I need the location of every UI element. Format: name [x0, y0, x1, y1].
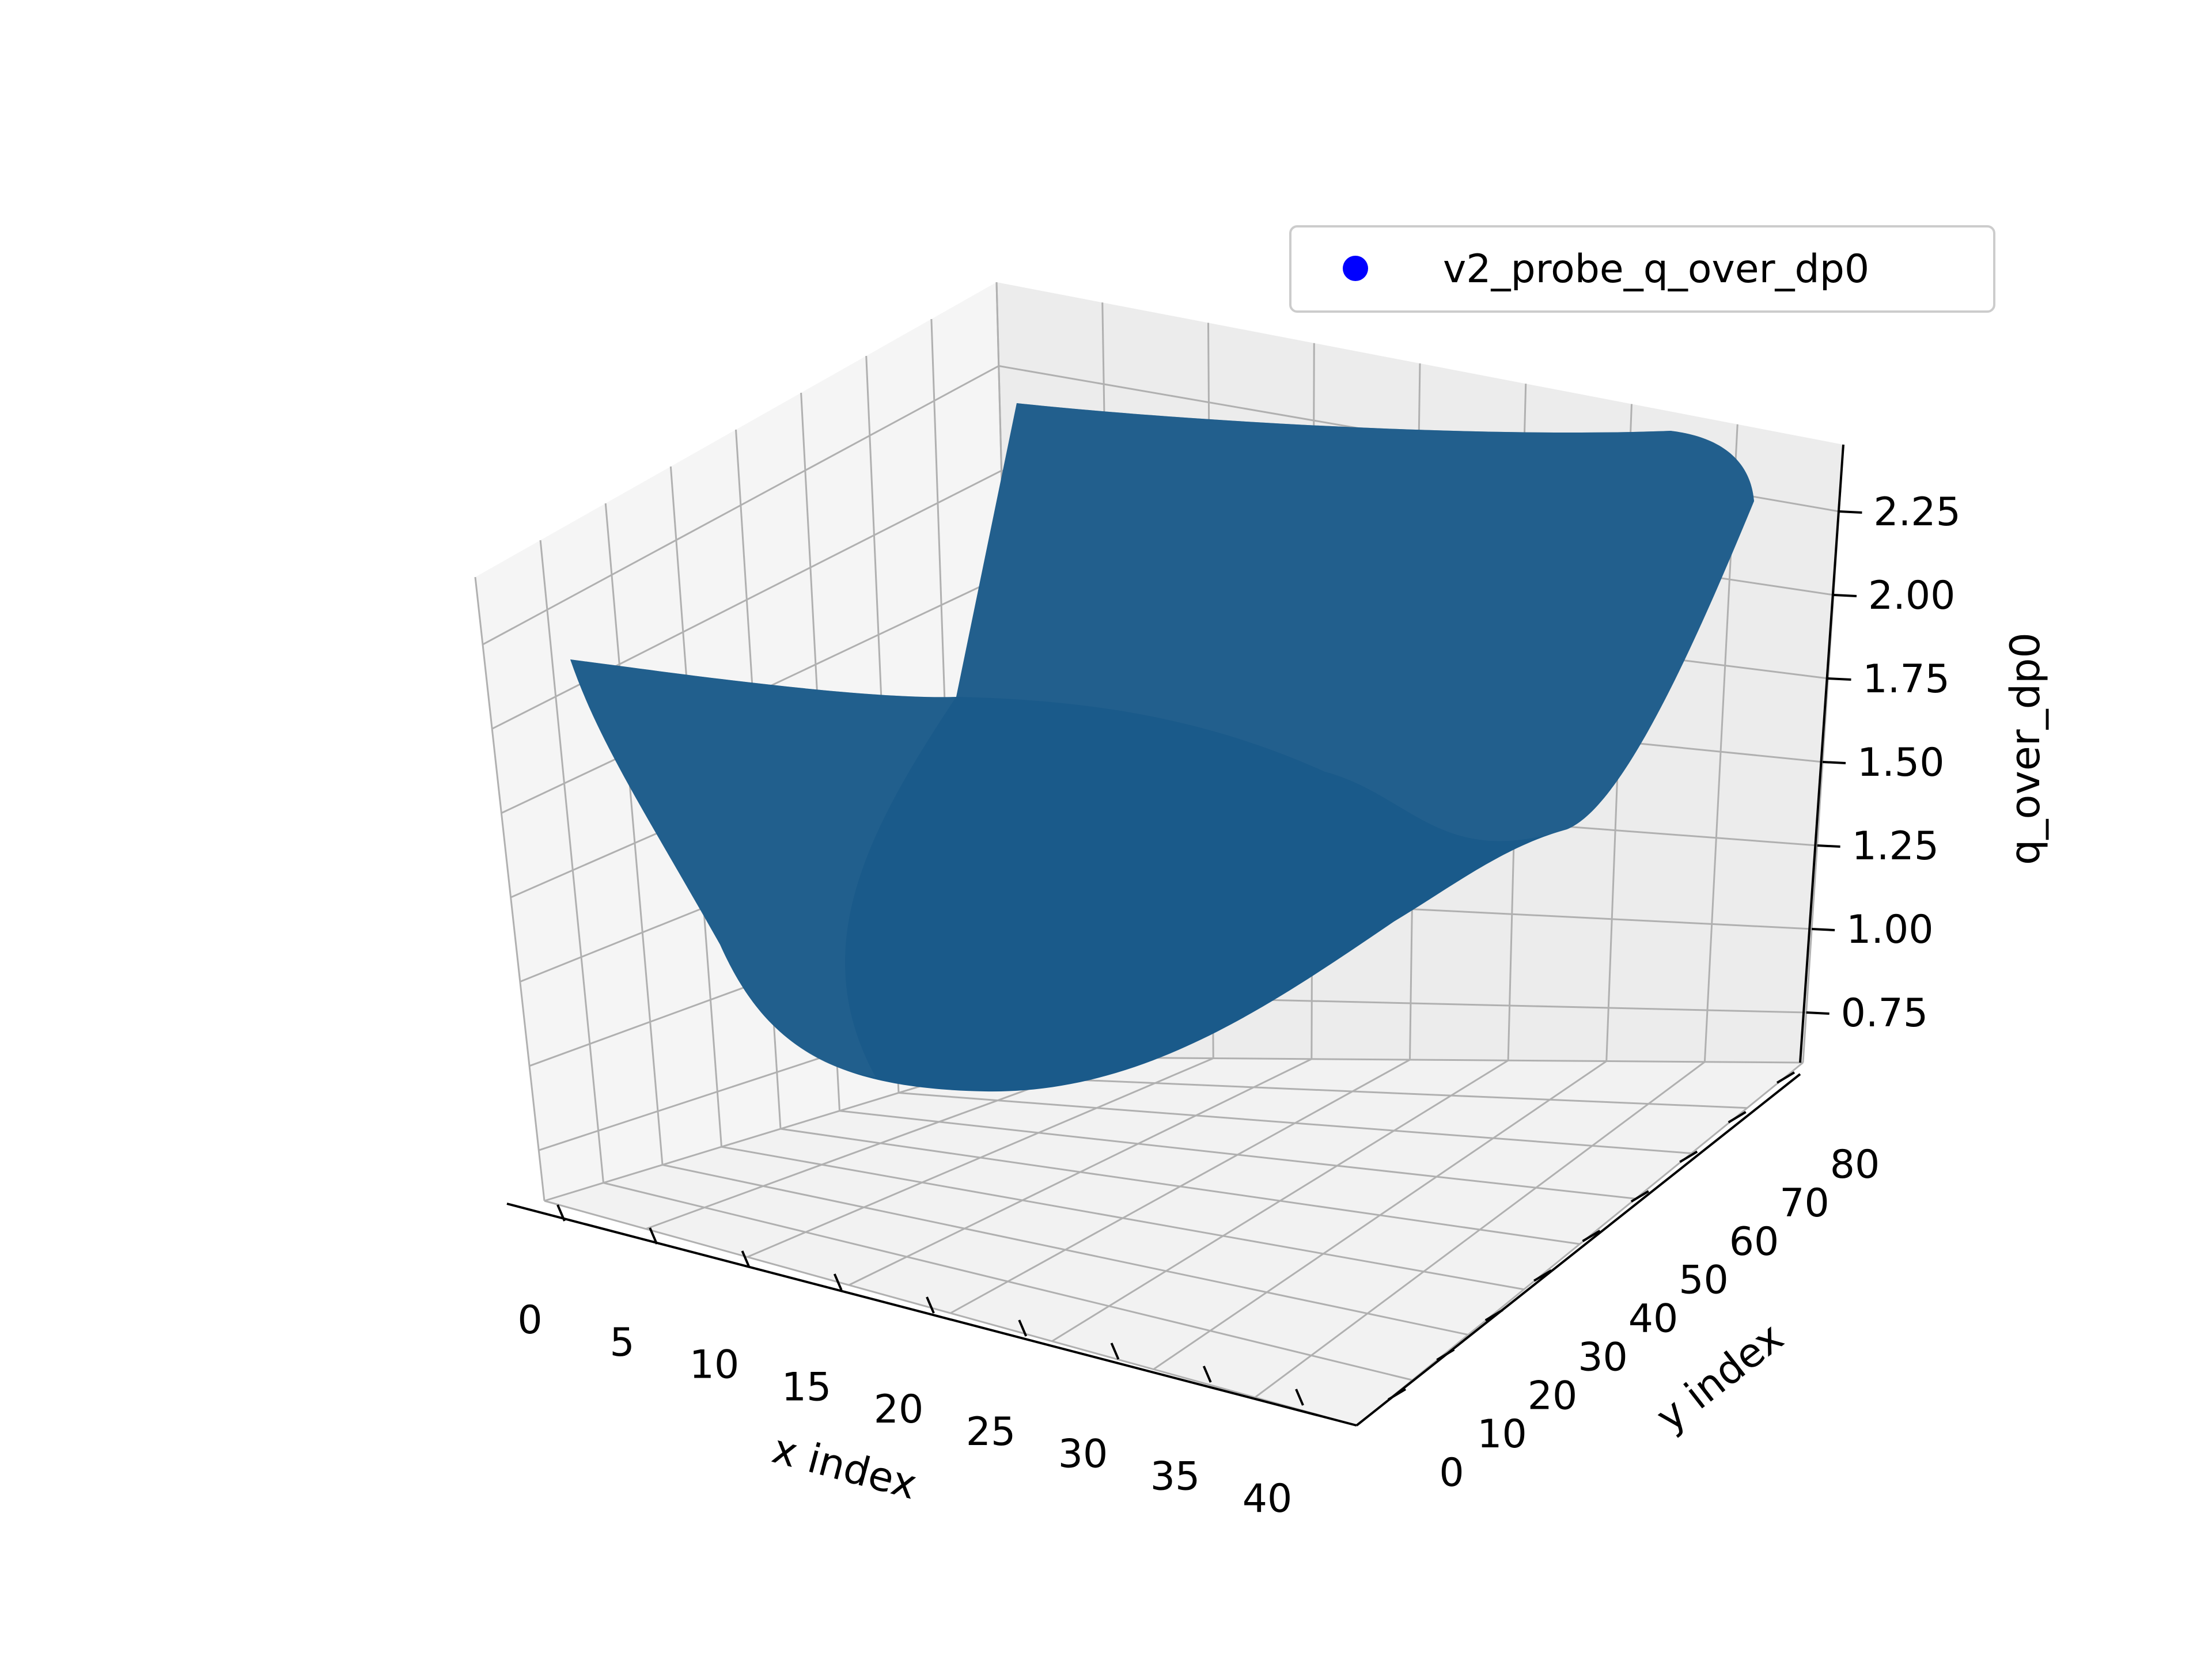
x-tick-label: 10: [690, 1343, 740, 1388]
y-tick-label: 0: [1439, 1450, 1464, 1496]
z-tick-label: 2.00: [1868, 573, 1955, 619]
z-axis-line: [1799, 444, 1844, 1063]
z-tick-label: 1.75: [1863, 657, 1950, 702]
x-tick-label: 35: [1150, 1454, 1200, 1499]
z-tick-label: 1.25: [1852, 824, 1939, 869]
z-tick: [1822, 761, 1846, 764]
y-tick: [1484, 1309, 1503, 1322]
x-tick-label: 0: [517, 1298, 542, 1343]
z-tick: [1828, 677, 1851, 681]
z-axis-title: q_over_dp0: [2002, 632, 2049, 865]
surface-left-panel-shade: [570, 659, 956, 1077]
x-tick: [556, 1204, 566, 1222]
surface-back-panel-shade: [956, 403, 1754, 841]
x-tick-label: 25: [966, 1409, 1016, 1455]
y-tick: [1582, 1230, 1601, 1242]
z-tick-label: 1.50: [1857, 740, 1944, 786]
x-tick: [1110, 1343, 1120, 1360]
y-tick: [1630, 1190, 1649, 1203]
y-grid-line: [721, 1146, 1524, 1291]
axis-lines: [506, 444, 1844, 1427]
x-tick: [1295, 1389, 1304, 1406]
z-tick: [1812, 928, 1835, 931]
y-tick-label: 70: [1779, 1181, 1830, 1226]
x-tick-label: 40: [1243, 1476, 1293, 1522]
x-tick: [649, 1227, 658, 1245]
x-tick: [926, 1296, 935, 1314]
y-tick: [1776, 1071, 1796, 1084]
z-tick: [1833, 594, 1857, 597]
x-tick: [1202, 1366, 1212, 1383]
y-grid-line: [662, 1164, 1469, 1336]
y-grid-line: [957, 1074, 1748, 1109]
z-tick: [1806, 1011, 1830, 1015]
y-tick-label: 80: [1830, 1142, 1880, 1188]
legend: v2_probe_q_over_dp0: [1289, 225, 1995, 313]
legend-box: [1289, 225, 1995, 313]
y-tick-label: 60: [1729, 1219, 1779, 1265]
y-grid-line: [603, 1182, 1413, 1381]
y-grid-line: [839, 1110, 1636, 1200]
z-tick: [1817, 844, 1840, 848]
y-grid-line: [780, 1128, 1580, 1245]
y-grid-line: [898, 1092, 1692, 1154]
y-tick-label: 50: [1679, 1258, 1729, 1303]
tick-labels: 0 5 10 15 20 25 30 35 40010203040506070800.751.0…: [517, 490, 1960, 1522]
y-tick: [1387, 1388, 1407, 1401]
surface: [570, 403, 1754, 1092]
x-axis-line: [506, 1203, 1357, 1427]
y-grid-line: [544, 1200, 1357, 1427]
y-tick: [1679, 1150, 1698, 1163]
x-tick-label: 30: [1058, 1432, 1108, 1477]
x-tick-label: 20: [874, 1387, 924, 1432]
y-grid-line-vertical: [539, 540, 604, 1183]
y-tick: [1728, 1111, 1747, 1124]
y-tick-label: 20: [1528, 1373, 1578, 1419]
z-tick-label: 2.25: [1873, 490, 1960, 535]
z-tick: [1839, 510, 1862, 514]
legend-label: v2_probe_q_over_dp0: [1443, 247, 1869, 292]
legend-marker: [1343, 256, 1368, 281]
y-tick: [1436, 1348, 1455, 1361]
z-tick-label: 1.00: [1846, 907, 1933, 953]
y-axis-line: [1355, 1073, 1801, 1427]
y-grid-line-vertical: [604, 503, 664, 1165]
x-tick-label: 5: [609, 1320, 634, 1366]
z-tick-label: 0.75: [1841, 991, 1928, 1036]
x-tick: [1018, 1319, 1028, 1337]
y-grid-line-vertical: [474, 577, 546, 1201]
y-tick-label: 30: [1578, 1334, 1628, 1380]
axis-ticks: [556, 510, 1862, 1406]
y-tick: [1533, 1269, 1552, 1282]
pane-floor: [544, 1057, 1803, 1425]
y-tick-label: 40: [1628, 1296, 1679, 1342]
y-tick-label: 10: [1477, 1412, 1527, 1457]
x-tick: [833, 1273, 843, 1291]
x-tick: [741, 1250, 751, 1268]
x-axis-title: x index: [767, 1425, 922, 1508]
x-tick-label: 15: [782, 1364, 832, 1410]
